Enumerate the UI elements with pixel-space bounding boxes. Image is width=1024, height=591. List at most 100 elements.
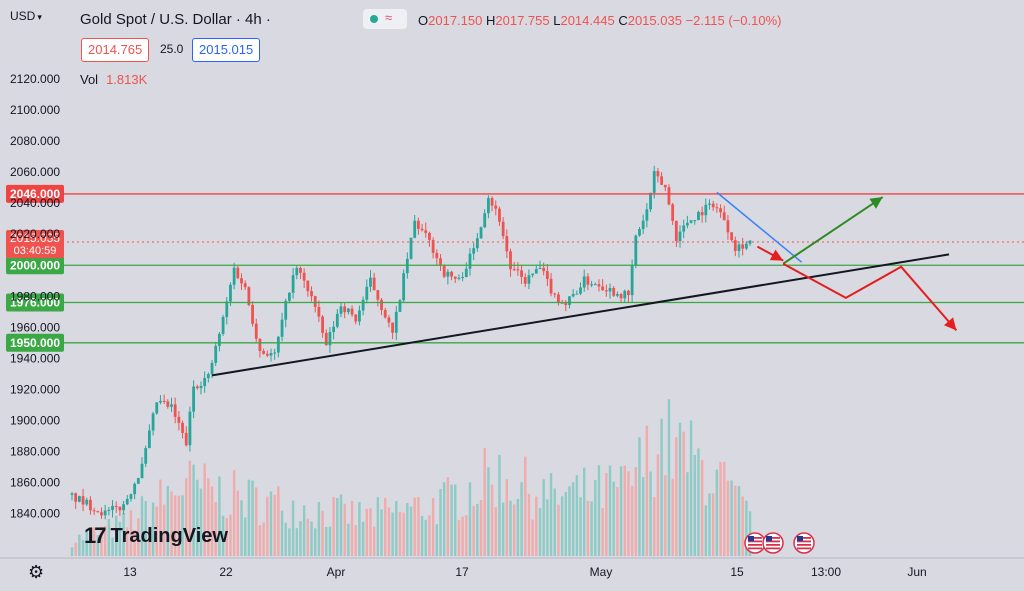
candle-body (549, 278, 553, 294)
bullish-projection-arrow-head (869, 197, 883, 209)
volume-bar (140, 496, 144, 556)
level-label-box (6, 256, 64, 275)
us-flag-event-icon[interactable] (793, 532, 815, 554)
volume-bar (361, 521, 365, 556)
candle-body (582, 276, 586, 288)
candle-body (472, 248, 476, 254)
flag-canton (766, 536, 772, 541)
volume-bar (398, 511, 402, 556)
volume-bar (81, 539, 85, 556)
sell-price-button[interactable]: 2014.765 (81, 38, 150, 62)
candle-body (391, 322, 394, 333)
candle-body (498, 208, 501, 222)
candle-body (324, 332, 328, 346)
volume-bar (269, 491, 273, 556)
volume-bar (730, 480, 733, 556)
pullback-arrow-head (769, 249, 784, 261)
gear-icon[interactable]: ⚙ (28, 562, 45, 582)
volume-bar (553, 488, 556, 556)
volume-bar (137, 518, 140, 556)
level-label-box (6, 293, 64, 312)
volume-bar (549, 473, 553, 556)
candle-body (461, 277, 465, 279)
flag-stripe (748, 547, 762, 550)
volume-bar (159, 479, 162, 556)
us-flag-event-icon[interactable] (762, 532, 784, 554)
candle-body (693, 220, 697, 222)
volume-bar (302, 505, 306, 556)
y-tick-label: 2060.000 (10, 165, 60, 179)
candle-body (107, 509, 111, 511)
volume-bar (542, 479, 545, 556)
candle-body (188, 411, 192, 446)
y-tick-label: 2020.000 (10, 227, 60, 241)
volume-bar (454, 484, 457, 556)
flag-stripe (797, 537, 811, 539)
volume-legend: Vol 1.813K (80, 72, 147, 87)
volume-bar (358, 502, 361, 556)
currency-selector[interactable]: USD ▾ (10, 9, 42, 23)
candle-body (531, 273, 535, 276)
candle-body (321, 316, 324, 333)
candle-body (328, 332, 332, 346)
volume-bar (266, 496, 269, 556)
bullish-projection-arrow (782, 196, 884, 265)
tradingview-watermark: 17 TradingView (84, 522, 228, 550)
volume-bar (560, 496, 564, 556)
candle-body (667, 187, 671, 205)
wave-icon: ≈ (385, 10, 393, 25)
us-flag-event-icon[interactable] (744, 532, 766, 554)
volume-bar (527, 493, 531, 556)
candle-body (534, 269, 538, 274)
tradingview-logo-icon: 17 (84, 523, 107, 548)
ohlc-values: O2017.150 H2017.755 L2014.445 C2015.035 … (418, 13, 781, 28)
candle-body (273, 352, 277, 354)
candle-body (70, 493, 74, 495)
candle-body (697, 212, 700, 221)
candle-body (719, 208, 722, 213)
candle-body (527, 275, 531, 284)
candle-body (218, 333, 221, 346)
volume-bar (424, 519, 427, 556)
volume-bar (520, 482, 523, 556)
buy-price-button[interactable]: 2015.015 (192, 38, 261, 62)
volume-bar (185, 478, 188, 556)
volume-bar (450, 484, 453, 556)
candle-body (251, 304, 254, 324)
volume-bar (78, 534, 81, 556)
candle-body (457, 277, 461, 279)
volume-bar (129, 510, 133, 556)
symbol-title[interactable]: Gold Spot / U.S. Dollar · 4h · (80, 11, 271, 28)
candle-body (424, 230, 428, 233)
volume-bar (498, 454, 501, 556)
volume-bar (207, 478, 210, 556)
descending-trendline (716, 191, 803, 263)
candle-body (346, 308, 350, 313)
volume-label: Vol (80, 72, 99, 87)
volume-bar (645, 425, 649, 556)
volume-bar (255, 487, 258, 556)
candle-body (700, 212, 704, 216)
flag-stripe (748, 540, 762, 543)
candle-body (81, 496, 85, 505)
volume-bar (395, 501, 398, 556)
volume-bar (155, 506, 158, 556)
x-tick-label: 13:00 (811, 565, 841, 579)
volume-bar (369, 508, 372, 556)
ascending-trendline (211, 253, 950, 377)
volume-bar (343, 503, 346, 556)
volume-bar (89, 531, 92, 556)
candle-body (538, 267, 542, 270)
candle-body (523, 277, 527, 284)
candle-body (133, 483, 137, 495)
candle-body (203, 378, 207, 387)
volume-bar (96, 535, 99, 556)
volume-bar (247, 479, 251, 556)
volume-bar (476, 503, 479, 556)
market-status-indicator[interactable]: ≈ (363, 9, 407, 29)
candle-body (358, 310, 361, 322)
volume-bar (619, 466, 623, 556)
candle-body (372, 277, 376, 291)
